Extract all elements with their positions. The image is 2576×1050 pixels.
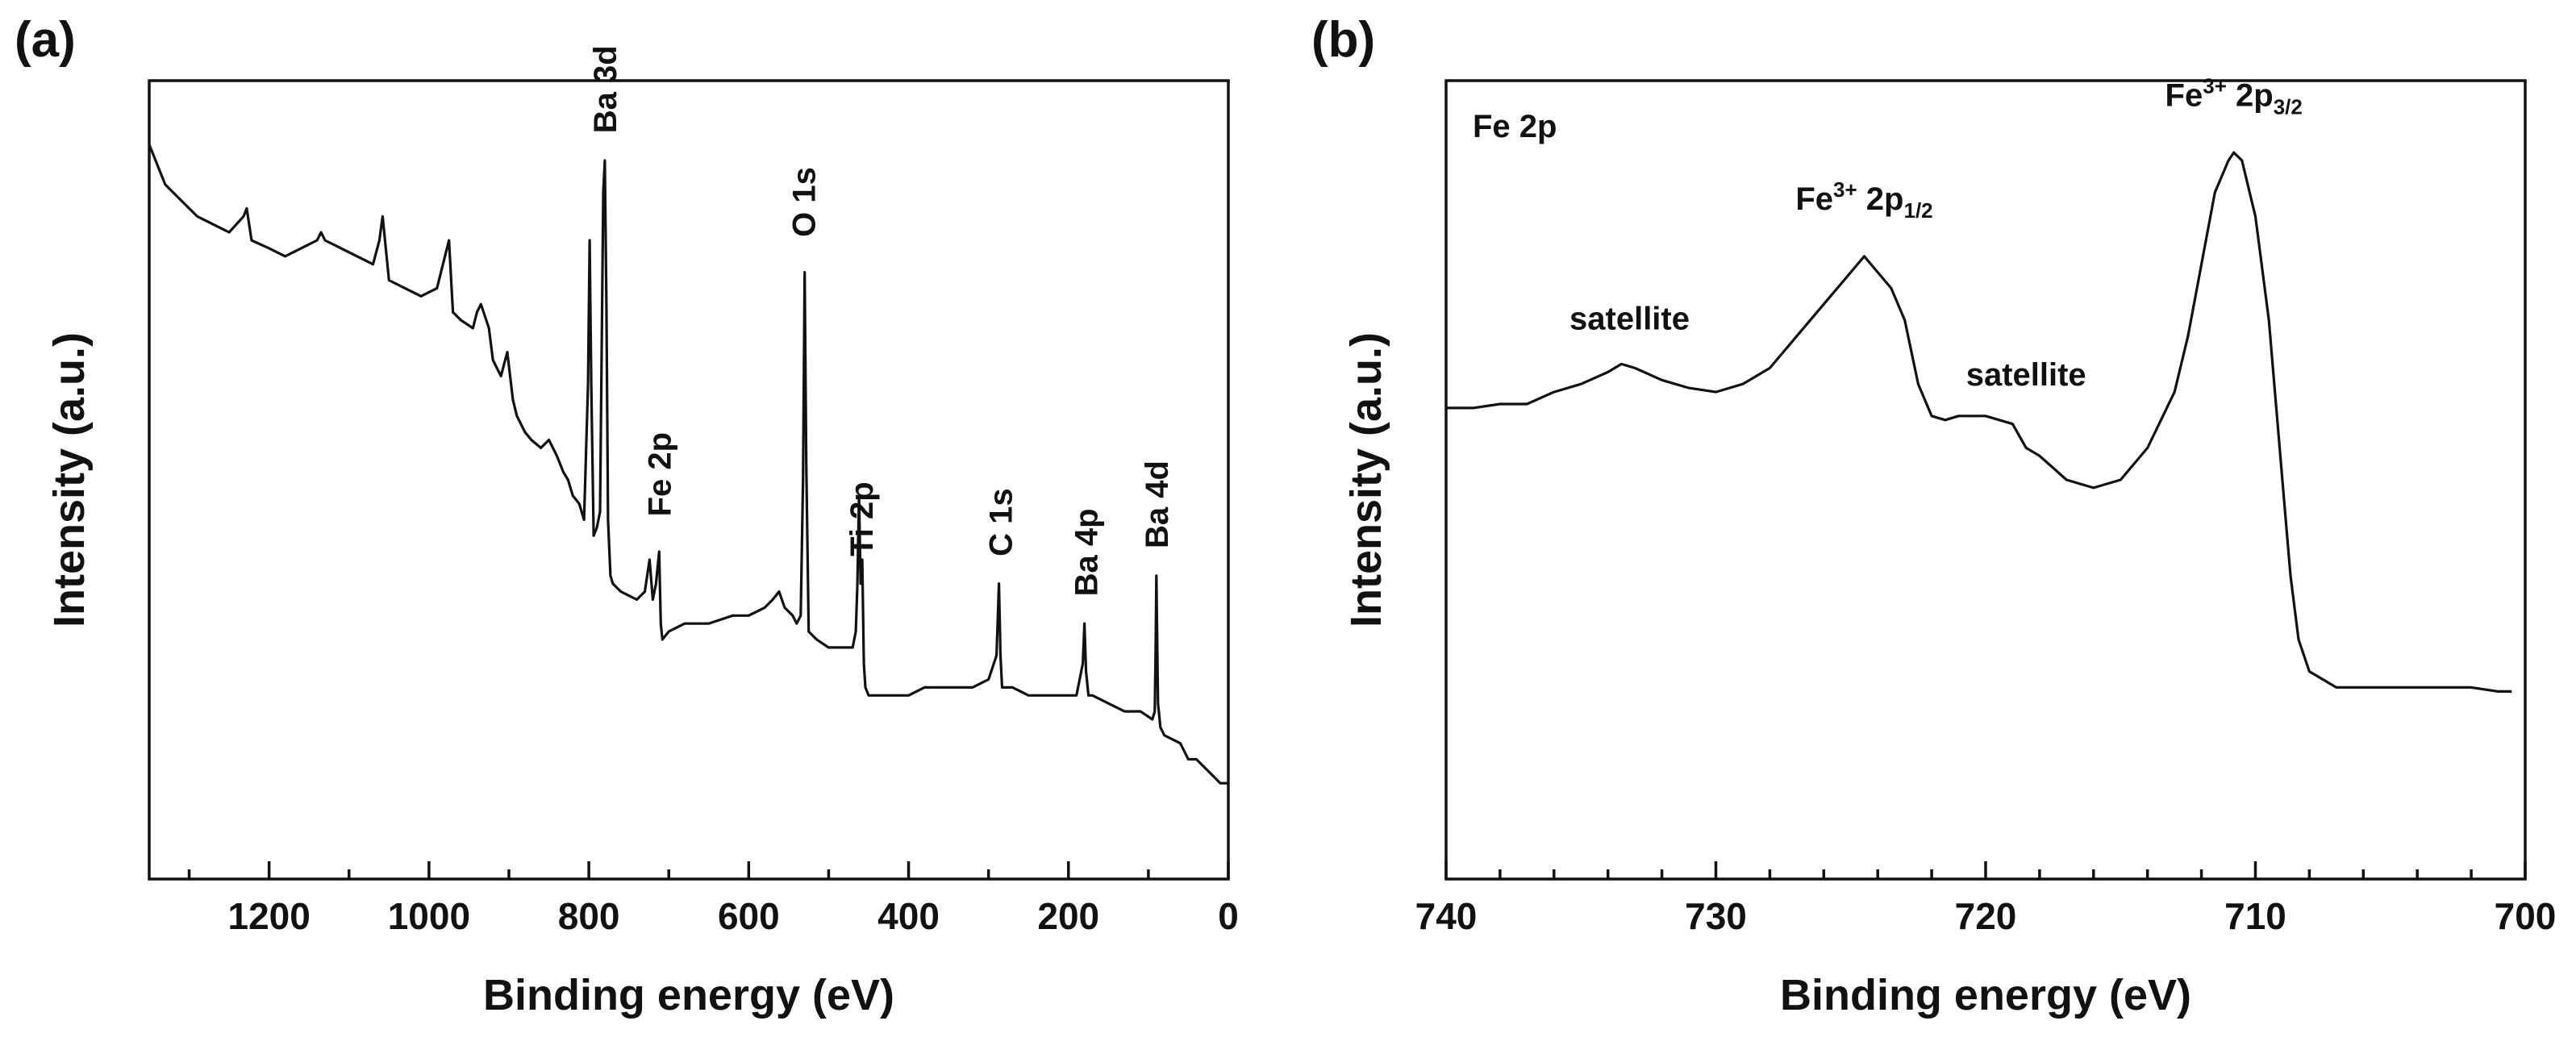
- b-peak-label-0: satellite: [1569, 302, 1690, 337]
- a-tick-label-4: 400: [877, 895, 940, 937]
- b-tick-label-2: 720: [1955, 895, 2017, 937]
- a-tick-label-3: 600: [718, 895, 780, 937]
- panel-a-x-ticks: [187, 861, 1230, 879]
- panel-b-peak-labels: satellite Fe3+ 2p1/2 satellite Fe3+ 2p3/2: [1569, 74, 2303, 394]
- a-peak-label-2: O 1s: [787, 167, 823, 237]
- a-peak-label-4: C 1s: [984, 488, 1019, 556]
- b-tick-label-4: 700: [2495, 895, 2557, 937]
- panel-a-x-axis-title: Binding energy (eV): [483, 971, 894, 1019]
- a-tick-label-1: 1000: [388, 895, 470, 937]
- a-tick-label-6: 0: [1218, 895, 1239, 937]
- panel-b-fe2p-spectrum: (b) Fe 2p 740 730 720 710 700 satellite Fe3+ …: [1311, 12, 2556, 1019]
- b-tick-label-3: 710: [2224, 895, 2286, 937]
- b-tick-label-1: 730: [1685, 895, 1747, 937]
- a-tick-label-0: 1200: [227, 895, 310, 937]
- a-tick-label-5: 200: [1037, 895, 1099, 937]
- panel-b-y-axis-title: Intensity (a.u.): [1342, 332, 1390, 627]
- a-peak-label-5: Ba 4p: [1069, 508, 1105, 596]
- a-peak-label-1: Fe 2p: [642, 432, 677, 516]
- panel-b-fe2p-line: [1446, 151, 2512, 693]
- panel-a-y-axis-title: Intensity (a.u.): [45, 332, 94, 627]
- panel-a-survey-line: [148, 144, 1228, 785]
- panel-a-plot-frame: [148, 79, 1230, 881]
- panel-a-survey-spectrum: (a) 1200 1000 800 600 400 200 0 Ba 3d Fe 2p O 1s…: [15, 12, 1239, 1019]
- panel-b-label: (b): [1311, 12, 1375, 68]
- panel-a-x-tick-labels: 1200 1000 800 600 400 200 0: [227, 895, 1238, 937]
- panel-b-plot-frame: [1444, 79, 2527, 881]
- b-peak-label-2: satellite: [1966, 357, 2086, 393]
- a-peak-label-0: Ba 3d: [588, 45, 623, 133]
- a-peak-label-6: Ba 4d: [1140, 460, 1175, 548]
- panel-b-title: Fe 2p: [1473, 109, 1557, 144]
- panel-a-peak-labels: Ba 3d Fe 2p O 1s Ti 2p C 1s Ba 4p Ba 4d: [588, 45, 1175, 596]
- b-peak-label-3: Fe3+ 2p3/2: [2165, 74, 2303, 119]
- panel-b-x-tick-labels: 740 730 720 710 700: [1415, 895, 2557, 937]
- panel-a-label: (a): [15, 12, 76, 68]
- panel-b-x-ticks: [1444, 861, 2527, 879]
- panel-b-x-axis-title: Binding energy (eV): [1780, 971, 2191, 1019]
- b-peak-label-1: Fe3+ 2p1/2: [1795, 177, 1932, 223]
- a-peak-label-3: Ti 2p: [844, 481, 880, 556]
- b-tick-label-0: 740: [1415, 895, 1478, 937]
- a-tick-label-2: 800: [558, 895, 620, 937]
